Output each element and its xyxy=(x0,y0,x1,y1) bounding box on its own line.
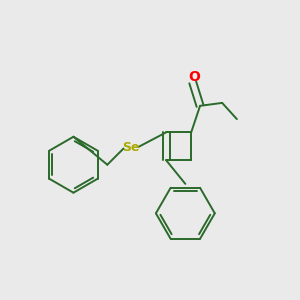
Text: O: O xyxy=(188,70,200,84)
Text: Se: Se xyxy=(122,141,140,154)
